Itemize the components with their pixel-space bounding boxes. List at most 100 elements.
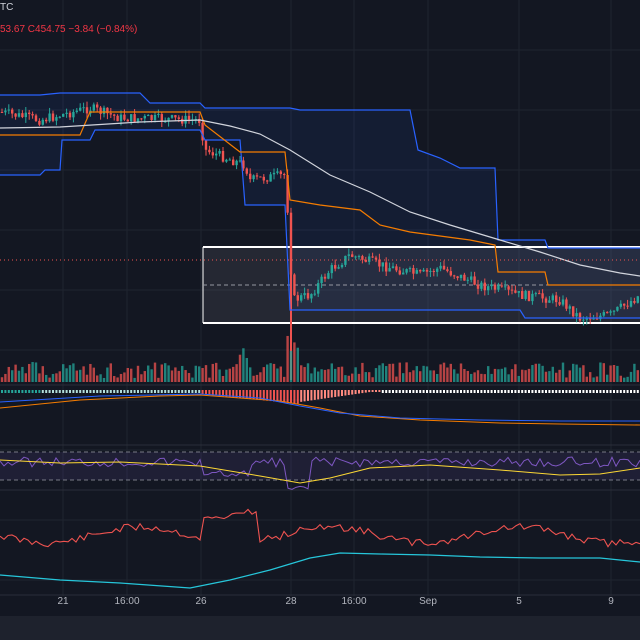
- histogram-bar: [72, 390, 75, 393]
- candle-body: [517, 291, 520, 293]
- candle-body: [72, 111, 75, 118]
- candle-body: [623, 303, 626, 306]
- candle-body: [323, 276, 327, 279]
- volume-bar: [558, 369, 561, 382]
- candle-body: [351, 254, 354, 257]
- candle-body: [208, 149, 211, 153]
- volume-bar: [453, 369, 456, 382]
- volume-bar: [561, 362, 565, 382]
- volume-bar: [323, 369, 327, 382]
- volume-bar: [218, 369, 221, 382]
- volume-bar: [225, 369, 228, 382]
- volume-bar: [286, 335, 289, 382]
- volume-bar: [4, 373, 7, 382]
- histogram-bar: [21, 390, 24, 393]
- volume-bar: [170, 370, 174, 382]
- candle-body: [293, 274, 296, 296]
- histogram-bar: [361, 390, 364, 394]
- histogram-bar: [133, 390, 136, 393]
- histogram-bar: [35, 390, 37, 393]
- candle-body: [470, 276, 473, 280]
- candle-body: [4, 110, 7, 113]
- volume-bar: [463, 368, 466, 382]
- histogram-bar: [242, 390, 245, 399]
- histogram-bar: [150, 390, 153, 393]
- candle-body: [619, 303, 622, 307]
- volume-bar: [153, 362, 157, 382]
- candle-body: [555, 295, 558, 303]
- volume-bar: [378, 365, 381, 382]
- candle-body: [548, 300, 551, 303]
- histogram-bar: [137, 390, 139, 393]
- histogram-bar: [466, 390, 469, 393]
- histogram-bar: [446, 390, 449, 393]
- histogram-bar: [385, 390, 388, 393]
- candle-body: [242, 160, 245, 169]
- histogram-bar: [113, 390, 116, 393]
- candle-body: [340, 264, 344, 268]
- candle-body: [249, 173, 252, 180]
- histogram-bar: [18, 390, 20, 393]
- volume-bar: [41, 366, 44, 382]
- candle-body: [595, 318, 599, 320]
- volume-bar: [34, 362, 38, 382]
- histogram-bar: [58, 390, 61, 393]
- histogram-bar: [164, 390, 167, 393]
- volume-bar: [456, 373, 459, 382]
- histogram-bar: [232, 390, 235, 398]
- histogram-bar: [262, 390, 265, 401]
- volume-bar: [116, 377, 119, 382]
- candle-body: [82, 107, 85, 109]
- candle-body: [483, 282, 486, 291]
- candle-body: [385, 262, 388, 272]
- histogram-bar: [208, 390, 211, 395]
- volume-bar: [283, 376, 286, 382]
- histogram-bar: [599, 390, 602, 393]
- histogram-bar: [415, 390, 418, 393]
- candle-body: [476, 284, 480, 289]
- histogram-bar: [201, 390, 204, 395]
- volume-bar: [504, 367, 507, 382]
- volume-bar: [276, 368, 279, 382]
- volume-bar: [473, 372, 476, 382]
- volume-bar: [245, 358, 248, 382]
- candle-body: [255, 175, 259, 177]
- volume-bar: [181, 365, 184, 382]
- candle-body: [24, 112, 27, 118]
- volume-bar: [211, 363, 214, 382]
- candle-body: [327, 273, 330, 279]
- candle-body: [34, 115, 38, 121]
- histogram-bar: [273, 390, 275, 402]
- histogram-bar: [157, 390, 160, 393]
- histogram-bar: [225, 390, 228, 397]
- candle-body: [422, 269, 425, 272]
- candle-body: [303, 293, 306, 296]
- histogram-bar: [79, 390, 82, 393]
- volume-bar: [0, 377, 4, 382]
- volume-bar: [415, 366, 418, 382]
- volume-bar: [578, 367, 582, 382]
- volume-bar: [629, 371, 633, 382]
- histogram-bar: [341, 390, 343, 396]
- candle-body: [269, 174, 272, 182]
- histogram-bar: [276, 390, 279, 402]
- volume-bar: [238, 354, 242, 382]
- volume-bar: [17, 370, 21, 382]
- volume-bar: [422, 365, 425, 382]
- volume-bar: [221, 375, 225, 382]
- candle-body: [361, 256, 364, 260]
- histogram-bar: [449, 390, 452, 393]
- candle-body: [415, 270, 418, 274]
- candle-body: [551, 295, 554, 301]
- volume-bar: [194, 365, 197, 382]
- histogram-bar: [392, 390, 394, 393]
- volume-bar: [347, 375, 350, 382]
- histogram-bar: [130, 390, 133, 393]
- oscillator-red-line: [0, 508, 640, 548]
- histogram-bar: [259, 390, 262, 401]
- volume-bar: [633, 363, 636, 382]
- histogram-bar: [337, 390, 340, 397]
- histogram-bar: [181, 390, 184, 393]
- volume-bar: [11, 370, 14, 382]
